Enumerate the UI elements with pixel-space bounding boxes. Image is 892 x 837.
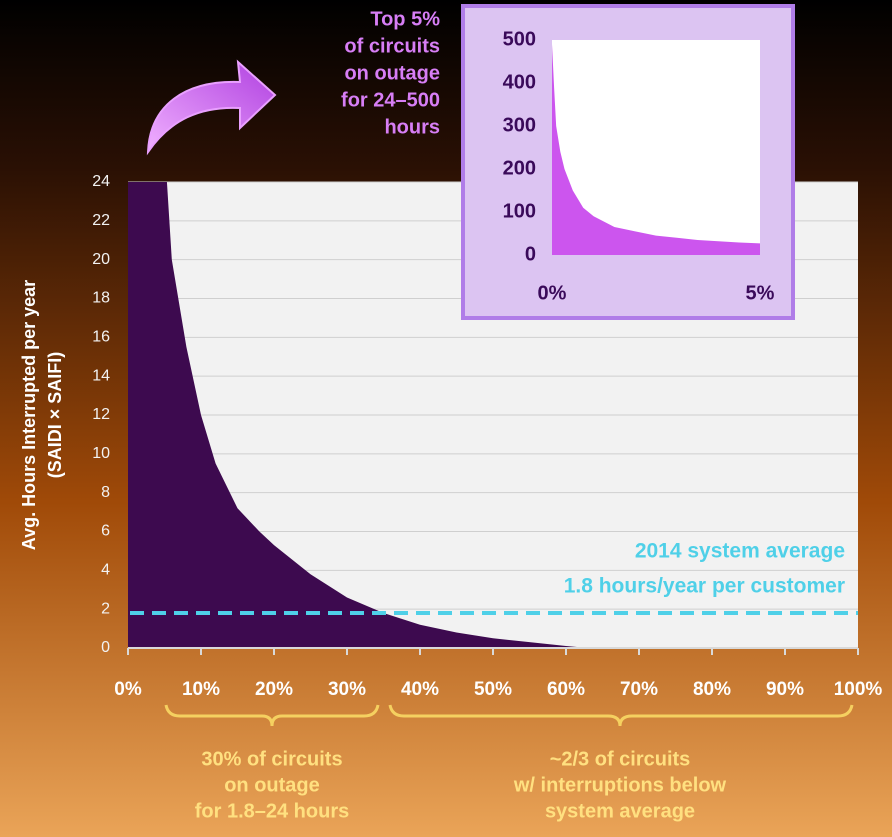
annotation-top: Top 5% of circuits on outage for 24–500 … (341, 8, 440, 138)
inset-chart: 0 100 200 300 400 500 0% 5% (503, 28, 775, 304)
arrow (146, 59, 277, 156)
annotation-line: for 24–500 (341, 89, 440, 111)
reference-label: 1.8 hours/year per customer (564, 575, 845, 598)
y-tick-label: 4 (101, 562, 110, 579)
y-tick-label: 0 (101, 639, 110, 656)
y-tick-label: 400 (503, 71, 536, 93)
y-tick-label: 14 (92, 367, 110, 384)
y-tick-label: 8 (101, 484, 110, 501)
y-tick-label: 300 (503, 114, 536, 136)
x-tick-label: 50% (474, 679, 512, 700)
x-tick-label: 30% (328, 679, 366, 700)
y-tick-label: 20 (92, 251, 110, 268)
y-axis-label: Avg. Hours Interrupted per year (19, 280, 39, 550)
annotation-line: ~2/3 of circuits (550, 748, 691, 770)
annotation-line: on outage (224, 774, 320, 796)
annotation-line: of circuits (344, 35, 440, 57)
brace (164, 704, 380, 727)
x-tick-label: 0% (114, 679, 142, 700)
y-tick-label: 0 (525, 243, 536, 265)
y-tick-label: 500 (503, 28, 536, 50)
x-tick-label: 40% (401, 679, 439, 700)
x-tick-label: 10% (182, 679, 220, 700)
y-tick-label: 16 (92, 329, 110, 346)
y-axis-label: (SAIDI × SAIFI) (45, 352, 65, 479)
y-tick-label: 6 (101, 523, 110, 540)
y-tick-label: 12 (92, 406, 110, 423)
y-tick-label: 18 (92, 290, 110, 307)
annotation-line: Top 5% (370, 8, 440, 30)
annotation-line: w/ interruptions below (513, 774, 727, 796)
brace (388, 704, 854, 727)
y-tick-label: 200 (503, 157, 536, 179)
annotation-line: 30% of circuits (201, 748, 342, 770)
y-tick-label: 2 (101, 600, 110, 617)
reference-label: 2014 system average (635, 540, 845, 563)
x-tick-label: 90% (766, 679, 804, 700)
x-tick-label: 100% (834, 679, 883, 700)
x-tick-label: 0% (538, 282, 567, 304)
x-tick-label: 20% (255, 679, 293, 700)
annotation-line: for 1.8–24 hours (195, 800, 350, 822)
x-tick-label: 70% (620, 679, 658, 700)
area (552, 44, 760, 255)
annotation-line: system average (545, 800, 695, 822)
y-tick-label: 22 (92, 212, 110, 229)
y-tick-label: 10 (92, 445, 110, 462)
area (128, 182, 588, 648)
y-tick-label: 100 (503, 200, 536, 222)
annotation-line: hours (384, 116, 440, 138)
x-tick-label: 5% (746, 282, 775, 304)
annotation-line: on outage (344, 62, 440, 84)
x-tick-label: 60% (547, 679, 585, 700)
x-tick-label: 80% (693, 679, 731, 700)
y-tick-label: 24 (92, 173, 110, 190)
